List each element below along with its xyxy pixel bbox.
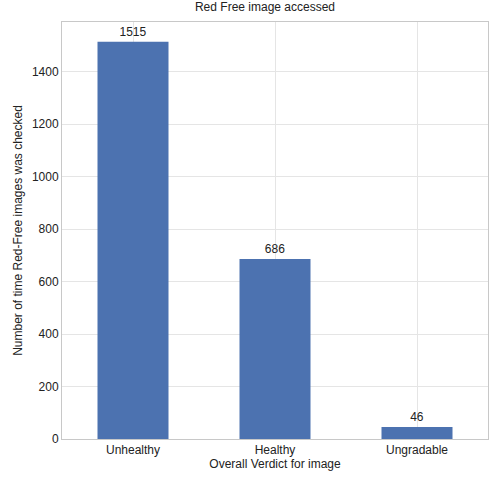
svg-text:Ungradable: Ungradable [386, 443, 448, 457]
svg-text:1000: 1000 [32, 170, 59, 184]
svg-text:Number of time Red-Free images: Number of time Red-Free images was check… [11, 105, 25, 356]
svg-text:1515: 1515 [119, 25, 146, 39]
svg-text:0: 0 [52, 432, 59, 446]
svg-text:Overall Verdict for image: Overall Verdict for image [209, 457, 341, 471]
svg-text:200: 200 [39, 380, 59, 394]
svg-text:Red Free image accessed: Red Free image accessed [195, 0, 335, 14]
svg-text:Healthy: Healthy [255, 443, 296, 457]
svg-text:400: 400 [39, 327, 59, 341]
svg-text:686: 686 [265, 242, 285, 256]
svg-text:1200: 1200 [32, 117, 59, 131]
svg-text:1400: 1400 [32, 65, 59, 79]
svg-text:800: 800 [39, 222, 59, 236]
svg-text:46: 46 [410, 410, 424, 424]
svg-text:Unhealthy: Unhealthy [106, 443, 160, 457]
svg-text:600: 600 [39, 275, 59, 289]
